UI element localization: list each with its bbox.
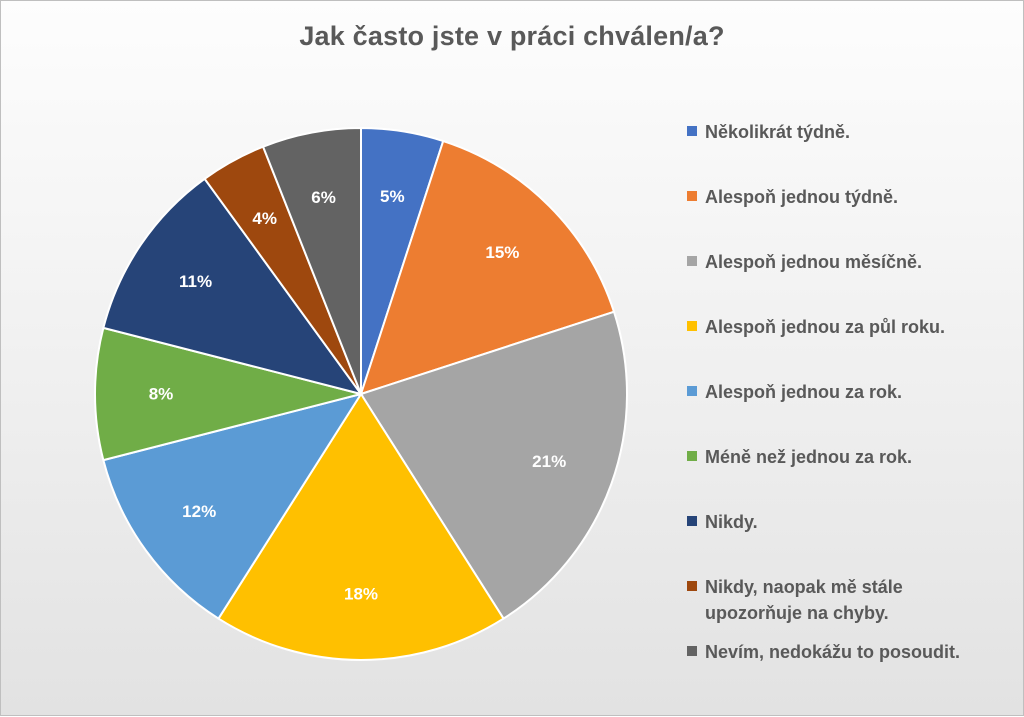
- chart-title: Jak často jste v práci chválen/a?: [299, 21, 725, 51]
- legend-swatch: [687, 386, 697, 396]
- legend-label: Alespoň jednou měsíčně.: [705, 252, 923, 272]
- legend-item: Alespoň jednou za půl roku.: [687, 314, 945, 340]
- legend-swatch: [687, 581, 697, 591]
- legend-label: Alespoň jednou týdně.: [705, 187, 899, 207]
- legend-item: Alespoň jednou měsíčně.: [687, 249, 922, 275]
- legend-label: Několikrát týdně.: [705, 122, 851, 142]
- pie-slice-3: [359, 310, 628, 620]
- legend-item: Několikrát týdně.: [687, 119, 850, 145]
- legend-swatch: [687, 451, 697, 461]
- legend-swatch: [687, 321, 697, 331]
- legend-item: Méně než jednou za rok.: [687, 444, 912, 470]
- pie-slice-5: [102, 392, 364, 620]
- legend-item: Alespoň jednou za rok.: [687, 379, 902, 405]
- pie-data-label-4: 18%: [344, 585, 378, 604]
- legend-label: Méně než jednou za rok.: [705, 447, 913, 467]
- legend-label: Nikdy.: [705, 512, 758, 532]
- legend-swatch: [687, 516, 697, 526]
- pie-slice-9: [261, 126, 362, 395]
- legend-label: Nikdy, naopak mě stále upozorňuje na chy…: [705, 577, 903, 623]
- legend-item: Alespoň jednou týdně.: [687, 184, 898, 210]
- legend-item: Nikdy.: [687, 509, 758, 535]
- legend-item: Nevím, nedokážu to posoudit.: [687, 639, 960, 665]
- pie-data-label-5: 12%: [182, 502, 216, 521]
- legend-swatch: [687, 256, 697, 266]
- pie-slice-6: [94, 326, 362, 462]
- pie-data-label-8: 4%: [252, 209, 277, 228]
- legend-swatch: [687, 126, 697, 136]
- pie-data-label-9: 6%: [311, 188, 336, 207]
- pie-data-label-2: 15%: [485, 243, 519, 262]
- legend-label: Nevím, nedokážu to posoudit.: [705, 642, 961, 662]
- legend-item: Nikdy, naopak mě stále upozorňuje na chy…: [687, 574, 903, 626]
- pie-data-label-3: 21%: [532, 452, 566, 471]
- legend-swatch: [687, 191, 697, 201]
- pie-slice-7: [102, 177, 364, 396]
- legend-swatch: [687, 646, 697, 656]
- pie-slice-2: [359, 139, 616, 396]
- pie-data-label-1: 5%: [380, 187, 405, 206]
- legend-label: Alespoň jednou za půl roku.: [705, 317, 946, 337]
- legend-label: Alespoň jednou za rok.: [705, 382, 903, 402]
- pie-data-label-6: 8%: [149, 385, 174, 404]
- pie-data-label-7: 11%: [179, 272, 212, 291]
- pie-slice-4: [217, 392, 505, 661]
